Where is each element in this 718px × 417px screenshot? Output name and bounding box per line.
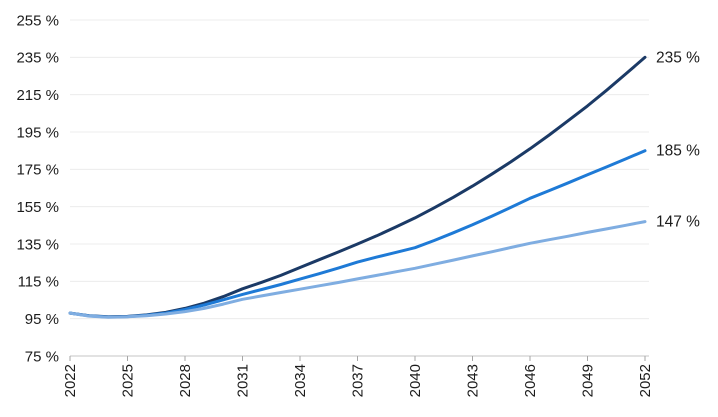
y-tick-label: 75 % [25, 348, 59, 365]
x-tick-label: 2022 [62, 364, 79, 397]
x-tick-label: 2052 [637, 364, 654, 397]
x-tick-label: 2025 [120, 364, 137, 397]
x-tick-label: 2031 [235, 364, 252, 397]
series-line-medium-blue-scenario [68, 149, 647, 319]
x-tick-label: 2037 [350, 364, 367, 397]
y-tick-label: 155 % [16, 199, 59, 216]
y-tick-label: 175 % [16, 162, 59, 179]
y-tick-label: 135 % [16, 236, 59, 253]
x-tick-label: 2034 [292, 364, 309, 397]
y-tick-label: 235 % [16, 50, 59, 67]
x-tick-label: 2043 [465, 364, 482, 397]
x-tick-label: 2046 [522, 364, 539, 397]
y-tick-label: 115 % [18, 274, 59, 291]
x-tick-label: 2040 [407, 364, 424, 397]
y-tick-label: 215 % [16, 87, 59, 104]
series-line-light-blue-scenario [68, 220, 647, 319]
y-tick-label: 195 % [16, 124, 59, 141]
series-end-label: 185 % [656, 143, 700, 160]
y-tick-label: 255 % [16, 12, 59, 29]
x-tick-label: 2028 [177, 364, 194, 397]
y-tick-label: 95 % [25, 311, 59, 328]
series-end-label: 235 % [656, 49, 700, 66]
series-end-label: 147 % [656, 214, 700, 231]
x-tick-label: 2049 [580, 364, 597, 397]
